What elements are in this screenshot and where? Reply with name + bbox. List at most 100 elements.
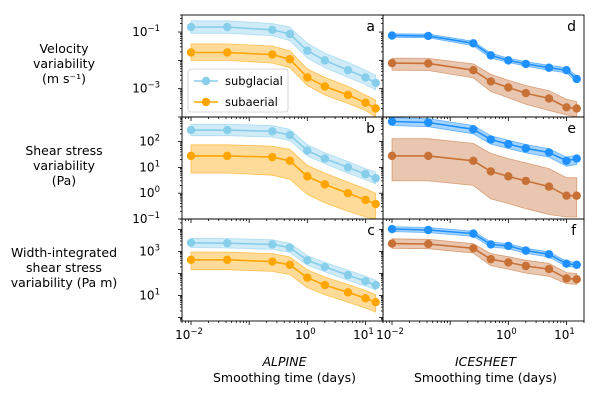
data-point bbox=[544, 182, 554, 191]
data-point bbox=[285, 29, 295, 39]
data-point bbox=[562, 259, 571, 268]
data-point bbox=[387, 117, 397, 126]
band-1 bbox=[391, 238, 578, 285]
data-point bbox=[504, 172, 513, 181]
data-point bbox=[361, 276, 370, 286]
data-point bbox=[186, 48, 196, 57]
data-point bbox=[562, 191, 571, 200]
y-tick-label: 10−1 bbox=[132, 211, 160, 226]
x-tick-label: 10−2 bbox=[376, 327, 404, 342]
data-point bbox=[469, 156, 478, 166]
plot-area bbox=[186, 20, 380, 117]
data-point bbox=[320, 154, 330, 163]
data-point bbox=[469, 65, 478, 75]
panel-b: 102 101 100 10−1 b bbox=[132, 116, 384, 226]
data-point bbox=[424, 59, 433, 68]
data-point bbox=[268, 127, 277, 136]
data-point bbox=[186, 255, 196, 265]
data-point bbox=[223, 22, 232, 32]
panel-label: a bbox=[366, 19, 375, 35]
data-point bbox=[320, 280, 330, 290]
data-point bbox=[343, 90, 353, 100]
x-tick-label: 101 bbox=[353, 327, 374, 342]
data-point bbox=[544, 264, 554, 274]
panel-e: e bbox=[379, 116, 585, 223]
x-axis-label: Smoothing time (days) bbox=[414, 370, 557, 385]
data-point bbox=[285, 156, 295, 166]
data-point bbox=[303, 46, 312, 55]
y-axis-label: variability (Pa m) bbox=[11, 275, 118, 290]
band-1 bbox=[391, 138, 578, 218]
y-axis-label: Width-integrated bbox=[11, 245, 117, 260]
column-title: ICESHEET bbox=[455, 354, 517, 369]
y-tick-label: 102 bbox=[139, 134, 160, 149]
y-axis-label: shear stress bbox=[26, 260, 102, 275]
data-point bbox=[544, 63, 554, 72]
data-point bbox=[371, 199, 380, 209]
panel-label: e bbox=[567, 121, 576, 137]
data-point bbox=[424, 225, 433, 235]
data-point bbox=[320, 56, 330, 65]
panel-label: f bbox=[571, 223, 577, 239]
data-point bbox=[320, 180, 330, 189]
data-point bbox=[361, 169, 370, 179]
data-point bbox=[469, 39, 478, 48]
data-point bbox=[303, 172, 312, 181]
legend-marker bbox=[201, 97, 211, 107]
data-point bbox=[544, 250, 554, 259]
data-point bbox=[486, 167, 496, 176]
data-point bbox=[469, 229, 478, 238]
panel-d: d bbox=[379, 14, 585, 121]
data-point bbox=[285, 130, 295, 140]
data-point bbox=[424, 239, 433, 249]
y-tick-label: 103 bbox=[139, 244, 160, 259]
data-point bbox=[223, 125, 232, 135]
y-axis-label: (Pa) bbox=[52, 173, 76, 188]
x-tick-label: 101 bbox=[554, 327, 575, 342]
data-point bbox=[544, 148, 554, 157]
y-tick-label: 10−1 bbox=[132, 24, 160, 39]
data-point bbox=[223, 151, 232, 161]
data-point bbox=[562, 103, 571, 112]
plot-area bbox=[186, 123, 380, 219]
data-point bbox=[303, 256, 312, 265]
data-point bbox=[303, 273, 312, 282]
data-point bbox=[387, 151, 397, 161]
data-point bbox=[343, 270, 353, 280]
data-point bbox=[343, 163, 353, 172]
data-point bbox=[469, 244, 478, 253]
data-point bbox=[268, 240, 277, 249]
panel-label: c bbox=[367, 223, 375, 239]
panel-f: 10−2 100 101 f bbox=[376, 218, 585, 342]
plot-area bbox=[387, 117, 581, 218]
data-point bbox=[469, 125, 478, 134]
data-point bbox=[343, 189, 353, 198]
data-point bbox=[387, 31, 397, 40]
data-point bbox=[268, 25, 277, 35]
data-point bbox=[387, 239, 397, 248]
data-point bbox=[268, 257, 277, 266]
data-point bbox=[320, 82, 330, 91]
y-axis-label: variability bbox=[33, 158, 96, 173]
data-point bbox=[486, 135, 496, 144]
panel-label: d bbox=[567, 19, 576, 35]
band-1 bbox=[190, 251, 377, 313]
data-point bbox=[371, 78, 380, 88]
band-1 bbox=[190, 43, 377, 117]
data-point bbox=[285, 260, 295, 269]
data-point bbox=[186, 151, 196, 161]
data-point bbox=[424, 118, 433, 127]
panel-label: b bbox=[366, 121, 375, 137]
data-point bbox=[387, 224, 397, 234]
data-point bbox=[521, 144, 531, 153]
data-point bbox=[572, 191, 581, 200]
data-point bbox=[572, 260, 581, 269]
data-point bbox=[223, 48, 232, 57]
data-point bbox=[186, 238, 196, 247]
y-axis-label: Shear stress bbox=[25, 143, 102, 158]
legend-marker bbox=[201, 76, 211, 86]
data-point bbox=[504, 83, 513, 92]
